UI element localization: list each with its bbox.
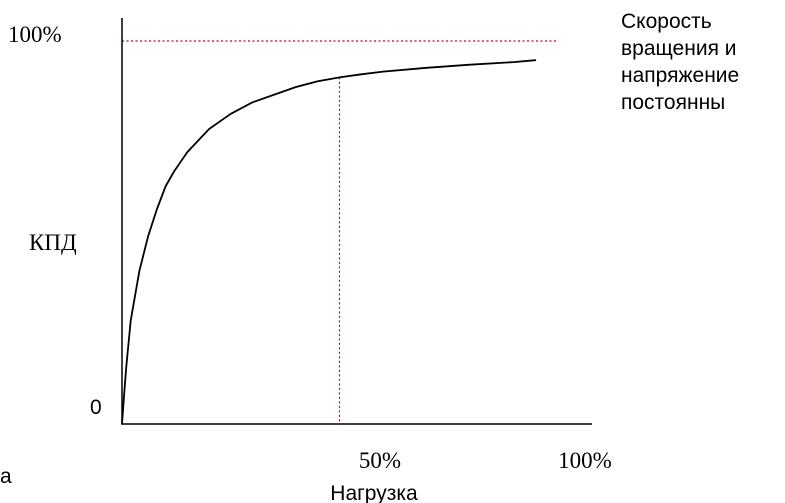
y-axis-label: КПД — [29, 230, 77, 255]
series-line-0 — [121, 59, 537, 425]
annotation-line-4: постоянны — [621, 91, 726, 114]
y-tick-label-0: 0 — [90, 396, 102, 419]
y-tick-label-100: 100% — [8, 22, 62, 47]
series-group — [121, 59, 537, 425]
annotation-line-3: напряжение — [621, 64, 740, 87]
conditions-annotation: Скорость вращения и напряжение постоянны — [621, 8, 781, 116]
annotation-line-1: Скорость — [621, 10, 712, 33]
axes — [121, 18, 592, 425]
x-tick-label-100: 100% — [558, 448, 612, 473]
reference-lines — [122, 40, 557, 424]
corner-label: a — [0, 465, 12, 488]
x-tick-label-50: 50% — [359, 448, 401, 473]
annotation-line-2: вращения и — [621, 37, 737, 60]
x-axis-label: Нагрузка — [330, 482, 418, 503]
